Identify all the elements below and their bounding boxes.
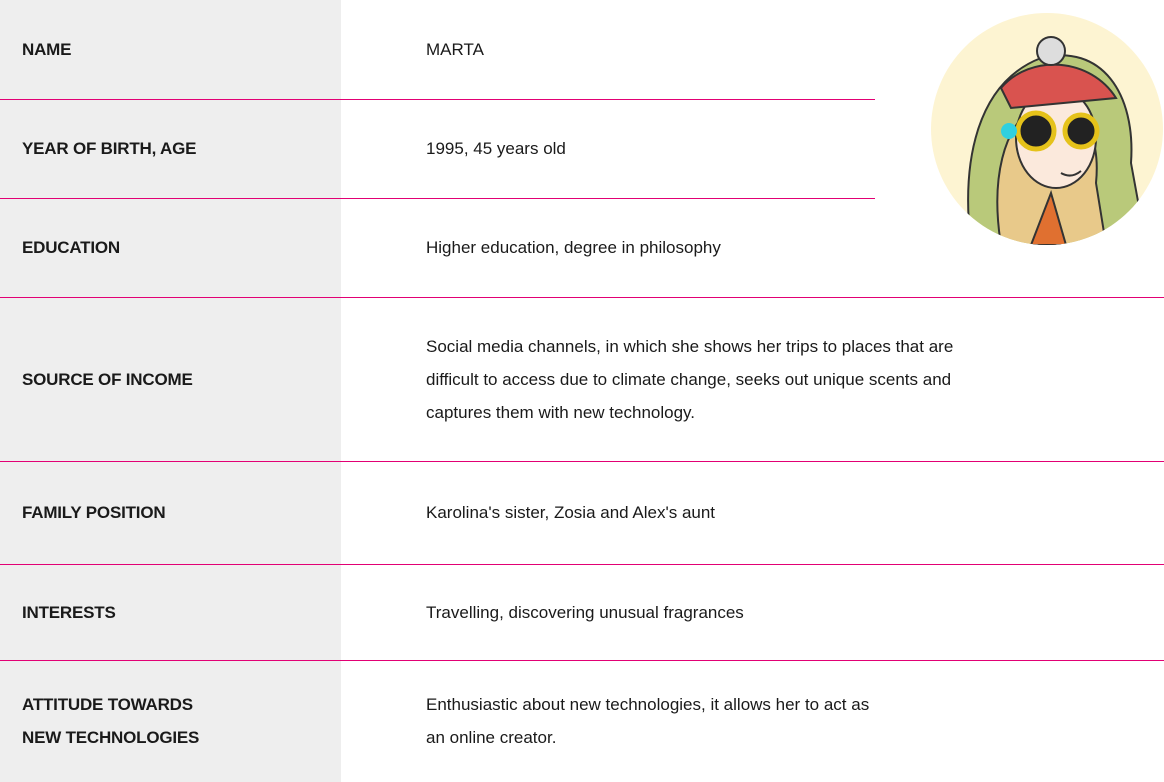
label-text: ATTITUDE TOWARDS — [22, 695, 193, 714]
row-divider — [0, 564, 1164, 565]
value-text: Higher education, degree in philosophy — [426, 238, 721, 257]
label-text: INTERESTS — [22, 602, 116, 622]
value-text: Travelling, discovering unusual fragranc… — [426, 602, 744, 622]
row-divider — [0, 297, 1164, 298]
value-text: Enthusiastic about new technologies, it … — [426, 695, 870, 714]
avatar — [931, 13, 1163, 245]
row-value: MARTA — [426, 33, 484, 66]
row-divider — [0, 99, 875, 100]
row-value: 1995, 45 years old — [426, 132, 566, 165]
row-label: ATTITUDE TOWARDS NEW TECHNOLOGIES — [22, 688, 199, 754]
value-text: Karolina's sister, Zosia and Alex's aunt — [426, 503, 716, 522]
row-value: Karolina's sister, Zosia and Alex's aunt — [426, 496, 715, 529]
row-value: Higher education, degree in philosophy — [426, 231, 721, 264]
row-divider — [0, 198, 875, 199]
value-text: difficult to access due to climate chang… — [426, 369, 952, 389]
value-text: MARTA — [426, 40, 484, 59]
value-text: an online creator. — [426, 728, 557, 747]
row-value: Enthusiastic about new technologies, it … — [426, 688, 869, 754]
row-label: INTERESTS — [22, 596, 116, 629]
label-text: EDUCATION — [22, 238, 120, 257]
row-label: FAMILY POSITION — [22, 496, 166, 529]
row-label: YEAR OF BIRTH, AGE — [22, 132, 196, 165]
label-column — [0, 0, 341, 782]
label-text: SOURCE OF INCOME — [22, 369, 193, 389]
row-divider — [0, 461, 1164, 462]
value-text: captures them with new technology. — [426, 402, 695, 422]
value-text: Social media channels, in which she show… — [426, 336, 954, 356]
row-label: NAME — [22, 33, 71, 66]
label-text: NEW TECHNOLOGIES — [22, 728, 200, 747]
row-value: Travelling, discovering unusual fragranc… — [426, 596, 744, 629]
row-label: EDUCATION — [22, 231, 120, 264]
row-value: Social media channels, in which she show… — [426, 330, 953, 429]
row-label: SOURCE OF INCOME — [22, 363, 193, 396]
row-divider — [0, 660, 1164, 661]
label-text: NAME — [22, 40, 72, 59]
value-text: 1995, 45 years old — [426, 139, 566, 158]
label-text: FAMILY POSITION — [22, 503, 166, 522]
label-text: YEAR OF BIRTH, AGE — [22, 139, 197, 158]
